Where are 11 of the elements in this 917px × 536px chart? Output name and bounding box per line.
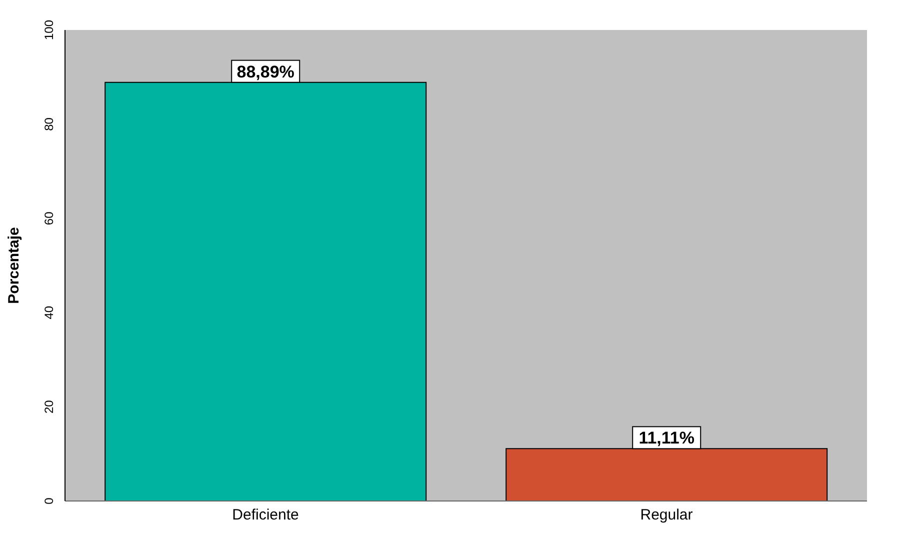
y-tick-label: 80 <box>42 117 56 131</box>
x-tick-label: Regular <box>640 506 693 524</box>
y-tick-label: 0 <box>42 497 56 504</box>
y-tick-label: 60 <box>42 211 56 226</box>
x-tick-label: Deficiente <box>232 506 299 524</box>
y-axis-title: Porcentaje <box>5 227 22 304</box>
y-tick-label: 40 <box>42 306 56 320</box>
data-label: 88,89% <box>236 62 294 82</box>
y-tick-label: 100 <box>42 20 56 40</box>
data-label: 11,11% <box>638 428 694 448</box>
y-tick-label: 20 <box>42 400 56 414</box>
